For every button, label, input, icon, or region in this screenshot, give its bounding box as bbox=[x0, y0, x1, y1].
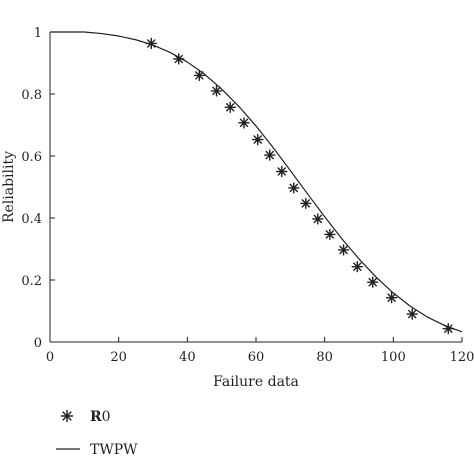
y-tick-label: 0 bbox=[34, 336, 42, 351]
r0-data-point bbox=[193, 69, 206, 82]
r0-data-point bbox=[312, 213, 324, 225]
legend-asterisk-marker bbox=[60, 409, 74, 423]
r0-data-point bbox=[276, 165, 288, 178]
y-tick-label: 0.6 bbox=[21, 150, 42, 165]
legend-asterisk-icon bbox=[60, 409, 74, 423]
r0-data-point bbox=[238, 117, 250, 129]
r0-data-point bbox=[252, 133, 264, 146]
y-tick-label: 0.2 bbox=[21, 274, 42, 289]
r0-data-point bbox=[224, 101, 236, 114]
legend-label-twpw: TWPW bbox=[90, 442, 138, 458]
y-axis-ticks: 0 0.2 0.4 0.6 0.8 1 bbox=[21, 26, 55, 351]
x-tick-label: 40 bbox=[179, 350, 196, 365]
legend-item-r0: R0 bbox=[60, 409, 111, 425]
r0-data-point bbox=[367, 276, 379, 288]
r0-data-point bbox=[442, 322, 454, 335]
x-tick-label: 120 bbox=[450, 350, 474, 365]
r0-data-point bbox=[351, 260, 363, 273]
x-tick-label: 80 bbox=[316, 350, 333, 365]
x-tick-label: 20 bbox=[110, 350, 127, 365]
r0-data-point bbox=[173, 53, 185, 65]
r0-data-point bbox=[264, 149, 276, 161]
x-axis-label: Failure data bbox=[213, 374, 299, 390]
legend-label-r-suffix: 0 bbox=[102, 409, 111, 425]
r0-data-point bbox=[300, 197, 312, 210]
x-tick-label: 60 bbox=[248, 350, 265, 365]
y-axis-label: Reliability bbox=[1, 151, 17, 223]
svg-text:R0: R0 bbox=[90, 409, 111, 425]
r0-data-point bbox=[385, 291, 398, 304]
r0-data-point bbox=[288, 182, 300, 194]
series-layer bbox=[50, 31, 463, 335]
r0-data-point bbox=[145, 37, 157, 50]
legend-item-twpw: TWPW bbox=[56, 442, 138, 458]
r0-data-point bbox=[406, 308, 418, 320]
r0-data-point bbox=[337, 244, 350, 256]
legend: R0 TWPW bbox=[56, 409, 138, 458]
r0-data-point bbox=[210, 85, 223, 97]
x-tick-label: 0 bbox=[46, 350, 54, 365]
x-tick-label: 100 bbox=[381, 350, 406, 365]
x-axis-ticks: 0 20 40 60 80 100 120 bbox=[46, 337, 474, 365]
legend-label-r-prefix: R bbox=[90, 409, 102, 425]
r0-data-point bbox=[324, 228, 336, 241]
y-tick-label: 0.4 bbox=[21, 212, 42, 227]
y-tick-label: 0.8 bbox=[21, 88, 42, 103]
plot-axes bbox=[49, 32, 462, 343]
twpw-curve bbox=[50, 31, 463, 333]
y-tick-label: 1 bbox=[34, 26, 42, 41]
